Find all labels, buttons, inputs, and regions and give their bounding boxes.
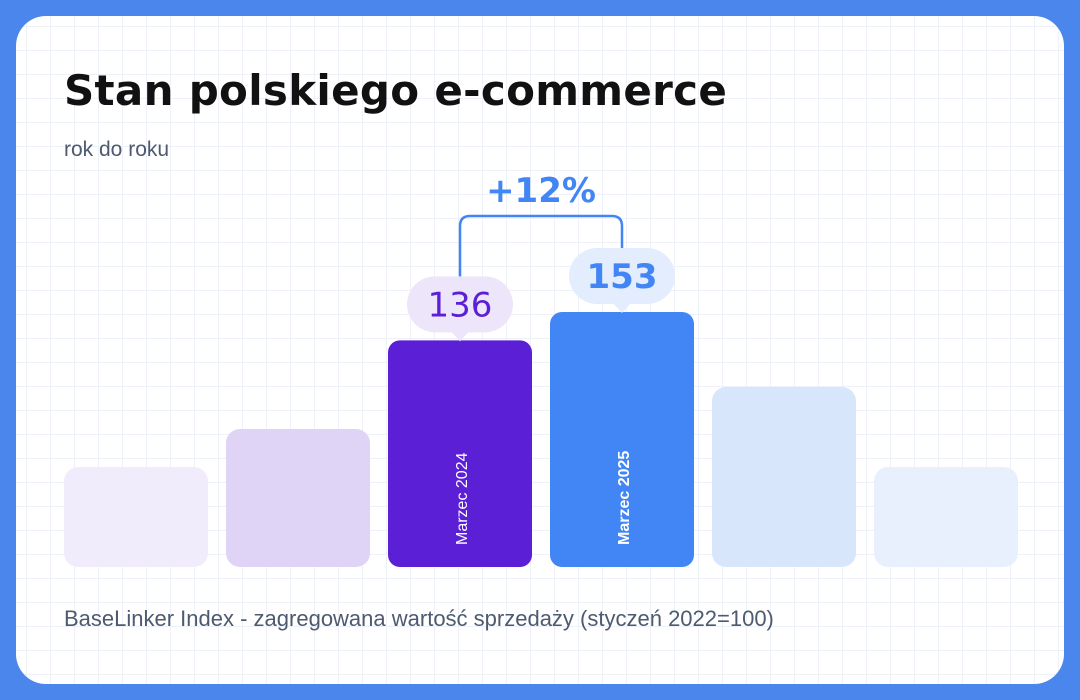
bar-chart: Marzec 2024 136 Marzec 2025 153 +12%: [64, 171, 1018, 567]
background-bar: [64, 467, 208, 567]
data-label: 153: [587, 257, 658, 297]
value-bubble-pointer: [613, 303, 631, 313]
change-bracket: [458, 214, 624, 277]
category-label: Marzec 2025: [616, 451, 633, 545]
chart-footnote: BaseLinker Index - zagregowana wartość s…: [64, 606, 774, 631]
chart-subtitle: rok do roku: [64, 138, 170, 161]
chart-card: Stan polskiego e-commerce rok do roku Ma…: [16, 16, 1064, 684]
background-bar: [226, 429, 370, 567]
bar-march-2024: [388, 340, 532, 567]
change-label: +12%: [486, 171, 596, 211]
background-bar: [874, 467, 1018, 567]
background-bar: [712, 387, 856, 567]
value-bubble: [407, 276, 513, 333]
category-label: Marzec 2024: [454, 452, 471, 545]
value-bubble-pointer: [451, 331, 469, 342]
chart-title: Stan polskiego e-commerce: [64, 66, 728, 115]
value-bubble: [569, 248, 675, 304]
data-label: 136: [428, 285, 493, 325]
bar-march-2025: [550, 312, 694, 567]
